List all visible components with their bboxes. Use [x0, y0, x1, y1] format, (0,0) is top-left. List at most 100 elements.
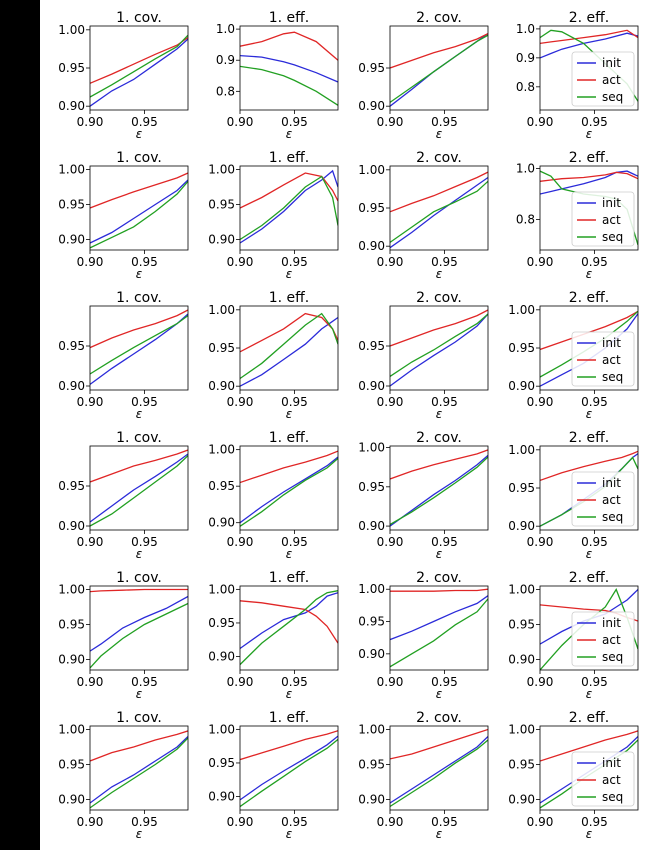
y-tick-label: 0.95 — [358, 615, 385, 629]
plot-frame — [539, 585, 639, 671]
y-tick-label: 0.95 — [58, 758, 85, 772]
y-tick-label: 0.95 — [508, 481, 535, 495]
y-tick-label: 0.95 — [58, 618, 85, 632]
legend-box — [571, 751, 635, 807]
series-line-act — [240, 172, 338, 209]
y-tick-label: 0.90 — [508, 379, 535, 393]
subplot-title: 2. cov. — [416, 570, 462, 586]
legend-label-init: init — [602, 56, 621, 70]
x-axis-label: ε — [586, 407, 593, 421]
plot-frame — [89, 445, 189, 531]
y-tick-label: 0.90 — [358, 99, 385, 113]
y-tick-label: 1.00 — [208, 722, 235, 736]
y-tick-label: 0.90 — [208, 790, 235, 804]
y-tick-label: 1.00 — [58, 583, 85, 597]
x-tick-label: 0.90 — [527, 815, 554, 829]
subplot-title: 1. cov. — [116, 710, 162, 726]
x-tick-label: 0.95 — [581, 115, 608, 129]
y-tick-label: 0.8 — [516, 212, 535, 226]
x-tick-label: 0.95 — [281, 535, 308, 549]
plot-frame — [539, 725, 639, 811]
subplot-title: 1. cov. — [116, 10, 162, 26]
x-tick-label: 0.95 — [281, 255, 308, 269]
legend-label-seq: seq — [602, 650, 623, 664]
y-tick-label: 0.90 — [358, 647, 385, 661]
legend-label-act: act — [602, 633, 621, 647]
plot-frame — [239, 25, 339, 111]
series-line-seq — [90, 455, 188, 527]
y-tick-label: 1.00 — [58, 723, 85, 737]
x-tick-label: 0.90 — [227, 675, 254, 689]
series-line-seq — [390, 180, 488, 243]
legend-box — [571, 471, 635, 527]
subplot-title: 1. cov. — [116, 430, 162, 446]
y-tick-label: 0.95 — [358, 339, 385, 353]
y-tick-label: 0.8 — [216, 84, 235, 98]
x-axis-label: ε — [436, 687, 443, 701]
legend-label-init: init — [602, 476, 621, 490]
y-tick-label: 1.0 — [516, 22, 535, 36]
x-axis-label: ε — [286, 127, 293, 141]
plot-frame — [89, 725, 189, 811]
legend-label-act: act — [602, 213, 621, 227]
series-line-init — [240, 316, 338, 387]
series-line-act — [540, 450, 638, 482]
y-tick-label: 0.95 — [358, 480, 385, 494]
series-line-init — [90, 313, 188, 385]
series-line-init — [390, 736, 488, 804]
series-line-act — [540, 730, 638, 762]
plot-frame — [239, 165, 339, 251]
series-line-init — [90, 179, 188, 244]
series-line-seq — [90, 602, 188, 669]
series-line-act — [90, 449, 188, 483]
series-line-act — [90, 730, 188, 762]
series-line-init — [390, 595, 488, 641]
series-line-seq — [90, 737, 188, 809]
legend: init act seq — [571, 751, 635, 807]
legend-box — [571, 331, 635, 387]
x-tick-label: 0.95 — [431, 535, 458, 549]
subplot-2-4: 2. eff. 0.90 0.95ε 0.8 1.0 init act seq — [516, 150, 639, 281]
y-tick-label: 0.95 — [208, 756, 235, 770]
legend-label-init: init — [602, 616, 621, 630]
x-axis-label: ε — [436, 127, 443, 141]
x-tick-label: 0.90 — [377, 255, 404, 269]
y-tick-label: 1.00 — [358, 582, 385, 596]
x-axis-label: ε — [286, 407, 293, 421]
y-tick-label: 0.95 — [58, 61, 85, 75]
x-tick-label: 0.95 — [131, 535, 158, 549]
y-tick-label: 0.95 — [58, 479, 85, 493]
x-tick-label: 0.90 — [527, 395, 554, 409]
series-line-seq — [390, 456, 488, 526]
x-axis-label: ε — [136, 827, 143, 841]
subplot-title: 1. eff. — [269, 710, 310, 726]
subplot-title: 1. cov. — [116, 150, 162, 166]
x-axis-label: ε — [286, 547, 293, 561]
series-line-seq — [90, 34, 188, 98]
x-tick-label: 0.90 — [227, 395, 254, 409]
legend-label-seq: seq — [602, 230, 623, 244]
y-tick-label: 1.00 — [58, 23, 85, 37]
y-tick-label: 0.90 — [58, 653, 85, 667]
y-tick-label: 1.00 — [208, 303, 235, 317]
x-tick-label: 0.90 — [227, 115, 254, 129]
series-line-act — [390, 309, 488, 347]
y-tick-label: 0.90 — [358, 519, 385, 533]
y-tick-label: 0.95 — [58, 198, 85, 212]
series-line-act — [390, 171, 488, 213]
y-tick-label: 0.90 — [58, 519, 85, 533]
plot-frame — [89, 585, 189, 671]
series-line-seq — [390, 739, 488, 808]
y-tick-label: 0.90 — [358, 793, 385, 807]
series-line-init — [390, 313, 488, 387]
x-tick-label: 0.95 — [281, 675, 308, 689]
x-axis-label: ε — [136, 687, 143, 701]
x-tick-label: 0.90 — [377, 535, 404, 549]
